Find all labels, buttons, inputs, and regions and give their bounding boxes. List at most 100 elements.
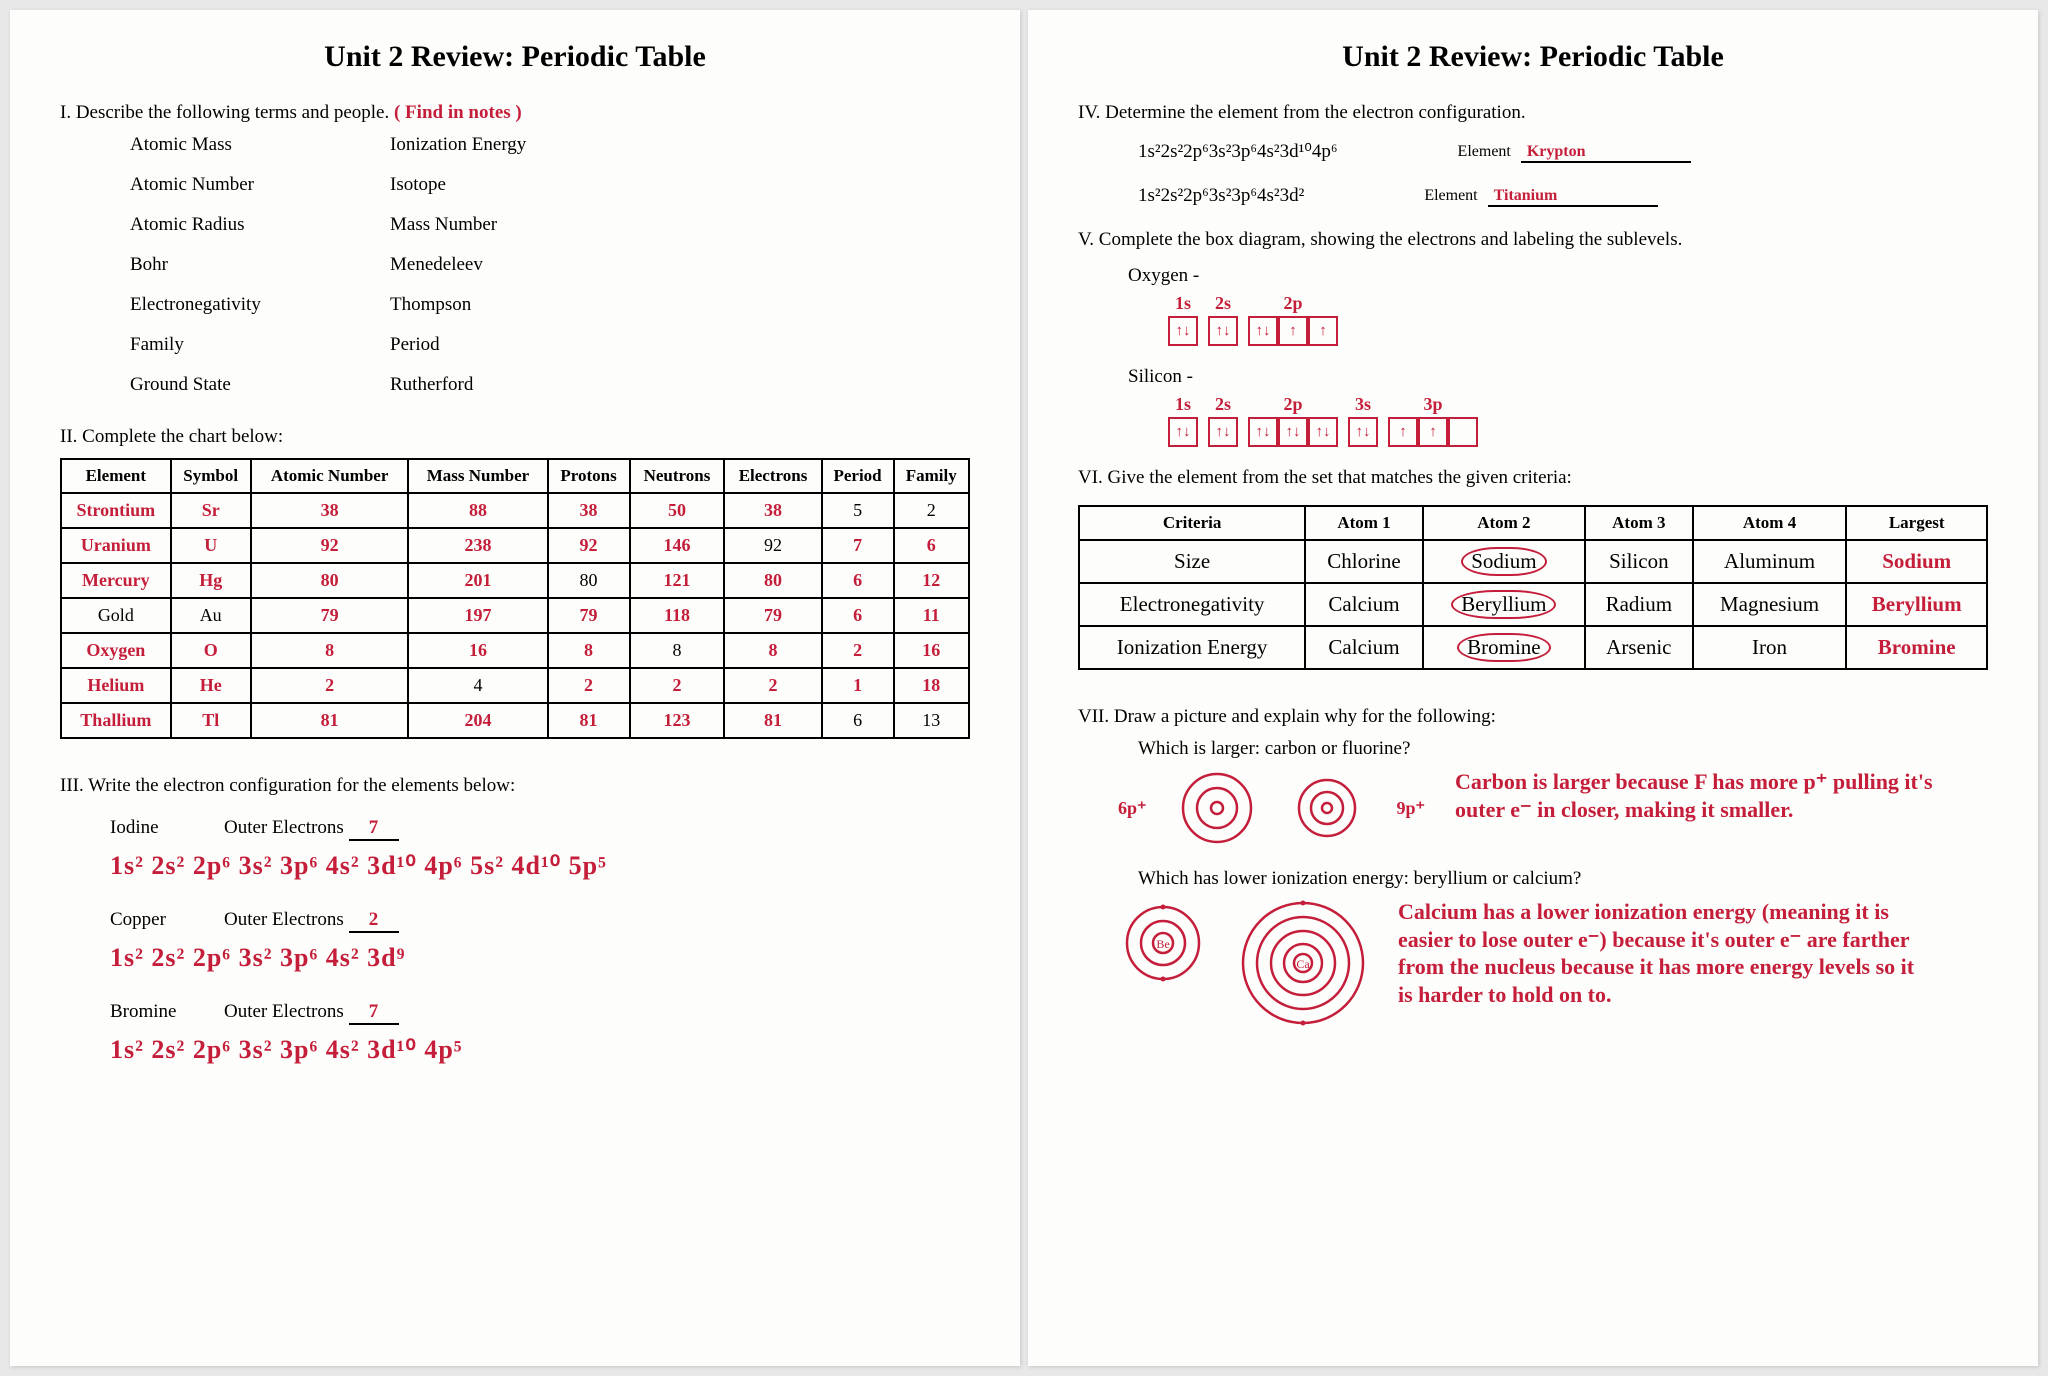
orbital-group: 2s↑↓ (1208, 293, 1238, 346)
chart-cell: Uranium (61, 528, 171, 563)
chart-cell: 79 (724, 598, 821, 633)
criteria-header: Criteria (1079, 506, 1305, 540)
element-label: Element (1424, 187, 1477, 204)
chart-cell: 6 (894, 528, 969, 563)
orbital-box: ↑↓ (1208, 316, 1238, 346)
svg-text:Be: Be (1156, 937, 1169, 951)
config-row: 1s²2s²2p⁶3s²3p⁶4s²3d² Element Titanium (1138, 185, 1988, 207)
orbital-group: 2p↑↓↑↑ (1248, 293, 1338, 346)
chart-header: Period (822, 459, 894, 493)
chart-cell: 38 (548, 493, 630, 528)
term: Electronegativity (130, 294, 390, 316)
chart-cell: U (171, 528, 251, 563)
element-answer: Titanium (1488, 187, 1658, 207)
chart-cell: 38 (251, 493, 409, 528)
orbital-box: ↑ (1418, 417, 1448, 447)
orbital-label: 1s (1168, 394, 1198, 415)
chart-cell: Gold (61, 598, 171, 633)
criteria-cell: Calcium (1305, 583, 1423, 626)
criteria-cell: Beryllium (1846, 583, 1987, 626)
outer-electrons-value: 7 (349, 1001, 399, 1025)
chart-cell: 81 (724, 703, 821, 738)
section-3: III. Write the electron configuration fo… (60, 775, 970, 1065)
chart-header: Protons (548, 459, 630, 493)
orbital-box: ↑↓ (1168, 316, 1198, 346)
chart-cell: Mercury (61, 563, 171, 598)
term: Atomic Radius (130, 214, 390, 236)
orbital-group: 2p↑↓↑↓↑↓ (1248, 394, 1338, 447)
orbital-label: 2p (1248, 293, 1338, 314)
term: Atomic Number (130, 174, 390, 196)
chart-cell: 2 (630, 668, 725, 703)
chart-cell: Strontium (61, 493, 171, 528)
section-2-heading: II. Complete the chart below: (60, 426, 970, 448)
orbital-label: 1s (1168, 293, 1198, 314)
chart-cell: 121 (630, 563, 725, 598)
orbital-box: ↑↓ (1248, 316, 1278, 346)
orbital-group: 1s↑↓ (1168, 394, 1198, 447)
orbital-label: 3p (1388, 394, 1478, 415)
q1-prompt: Which is larger: carbon or fluorine? (1138, 738, 1988, 760)
orbital-box: ↑↓ (1308, 417, 1338, 447)
element-name: Bromine (110, 1001, 220, 1023)
criteria-cell: Bromine (1846, 626, 1987, 669)
chart-cell: 11 (894, 598, 969, 633)
chart-cell: Sr (171, 493, 251, 528)
section-5-heading: V. Complete the box diagram, showing the… (1078, 229, 1988, 251)
atom-sketch-beryllium: Be (1118, 898, 1208, 988)
electron-config-formula: 1s²2s²2p⁶3s²3p⁶4s²3d² (1138, 185, 1304, 207)
chart-cell: 38 (724, 493, 821, 528)
q2-explanation: Calcium has a lower ionization energy (m… (1398, 898, 1918, 1008)
svg-text:Ca: Ca (1296, 957, 1310, 971)
orbital-row: 1s↑↓2s↑↓2p↑↓↑↑ (1168, 293, 1988, 346)
outer-electrons-label: Outer Electrons 2 (224, 909, 399, 930)
table-row: StrontiumSr388838503852 (61, 493, 969, 528)
chart-cell: 92 (724, 528, 821, 563)
orbital-box: ↑↓ (1168, 417, 1198, 447)
q2-row: Be Ca Calcium has a lower ionization ene… (1118, 898, 1988, 1028)
circled-answer: Sodium (1461, 547, 1546, 576)
chart-cell: 204 (408, 703, 547, 738)
chart-cell: 118 (630, 598, 725, 633)
q1-row: 6p⁺ 9p⁺ Carbon is larger because F has m… (1118, 768, 1988, 848)
chart-cell: 88 (408, 493, 547, 528)
term: Thompson (390, 294, 650, 316)
chart-header: Family (894, 459, 969, 493)
chart-header: Electrons (724, 459, 821, 493)
criteria-cell: Iron (1693, 626, 1847, 669)
orbital-box: ↑↓ (1348, 417, 1378, 447)
outer-electrons-label: Outer Electrons 7 (224, 1001, 399, 1022)
orbital-label: 2s (1208, 394, 1238, 415)
chart-header: Neutrons (630, 459, 725, 493)
chart-cell: He (171, 668, 251, 703)
chart-cell: 201 (408, 563, 547, 598)
orbital-box: ↑↓ (1208, 417, 1238, 447)
criteria-header: Atom 4 (1693, 506, 1847, 540)
table-row: SizeChlorineSodiumSiliconAluminumSodium (1079, 540, 1987, 583)
term: Bohr (130, 254, 390, 276)
section-5: V. Complete the box diagram, showing the… (1078, 229, 1988, 447)
table-row: HeliumHe24222118 (61, 668, 969, 703)
orbital-label: 3s (1348, 394, 1378, 415)
chart-cell: 2 (894, 493, 969, 528)
chart-header: Mass Number (408, 459, 547, 493)
criteria-header: Atom 2 (1423, 506, 1585, 540)
chart-cell: 1 (822, 668, 894, 703)
orbital-box: ↑ (1308, 316, 1338, 346)
chart-cell: 81 (548, 703, 630, 738)
electron-config: 1s² 2s² 2p⁶ 3s² 3p⁶ 4s² 3d¹⁰ 4p⁶ 5s² 4d¹… (110, 851, 970, 881)
criteria-cell: Arsenic (1585, 626, 1693, 669)
q1-right-label: 9p⁺ (1397, 798, 1426, 819)
criteria-cell: Aluminum (1693, 540, 1847, 583)
q2-prompt: Which has lower ionization energy: beryl… (1138, 868, 1988, 890)
chart-cell: 79 (548, 598, 630, 633)
orbital-group: 3p↑↑ (1388, 394, 1478, 447)
criteria-table: CriteriaAtom 1Atom 2Atom 3Atom 4LargestS… (1078, 505, 1988, 670)
chart-cell: Oxygen (61, 633, 171, 668)
chart-cell: 80 (724, 563, 821, 598)
term: Atomic Mass (130, 134, 390, 156)
section-1: I. Describe the following terms and peop… (60, 102, 970, 396)
config-row: 1s²2s²2p⁶3s²3p⁶4s²3d¹⁰4p⁶ Element Krypto… (1138, 140, 1988, 163)
page-title: Unit 2 Review: Periodic Table (1078, 40, 1988, 74)
element-name: Iodine (110, 817, 220, 839)
